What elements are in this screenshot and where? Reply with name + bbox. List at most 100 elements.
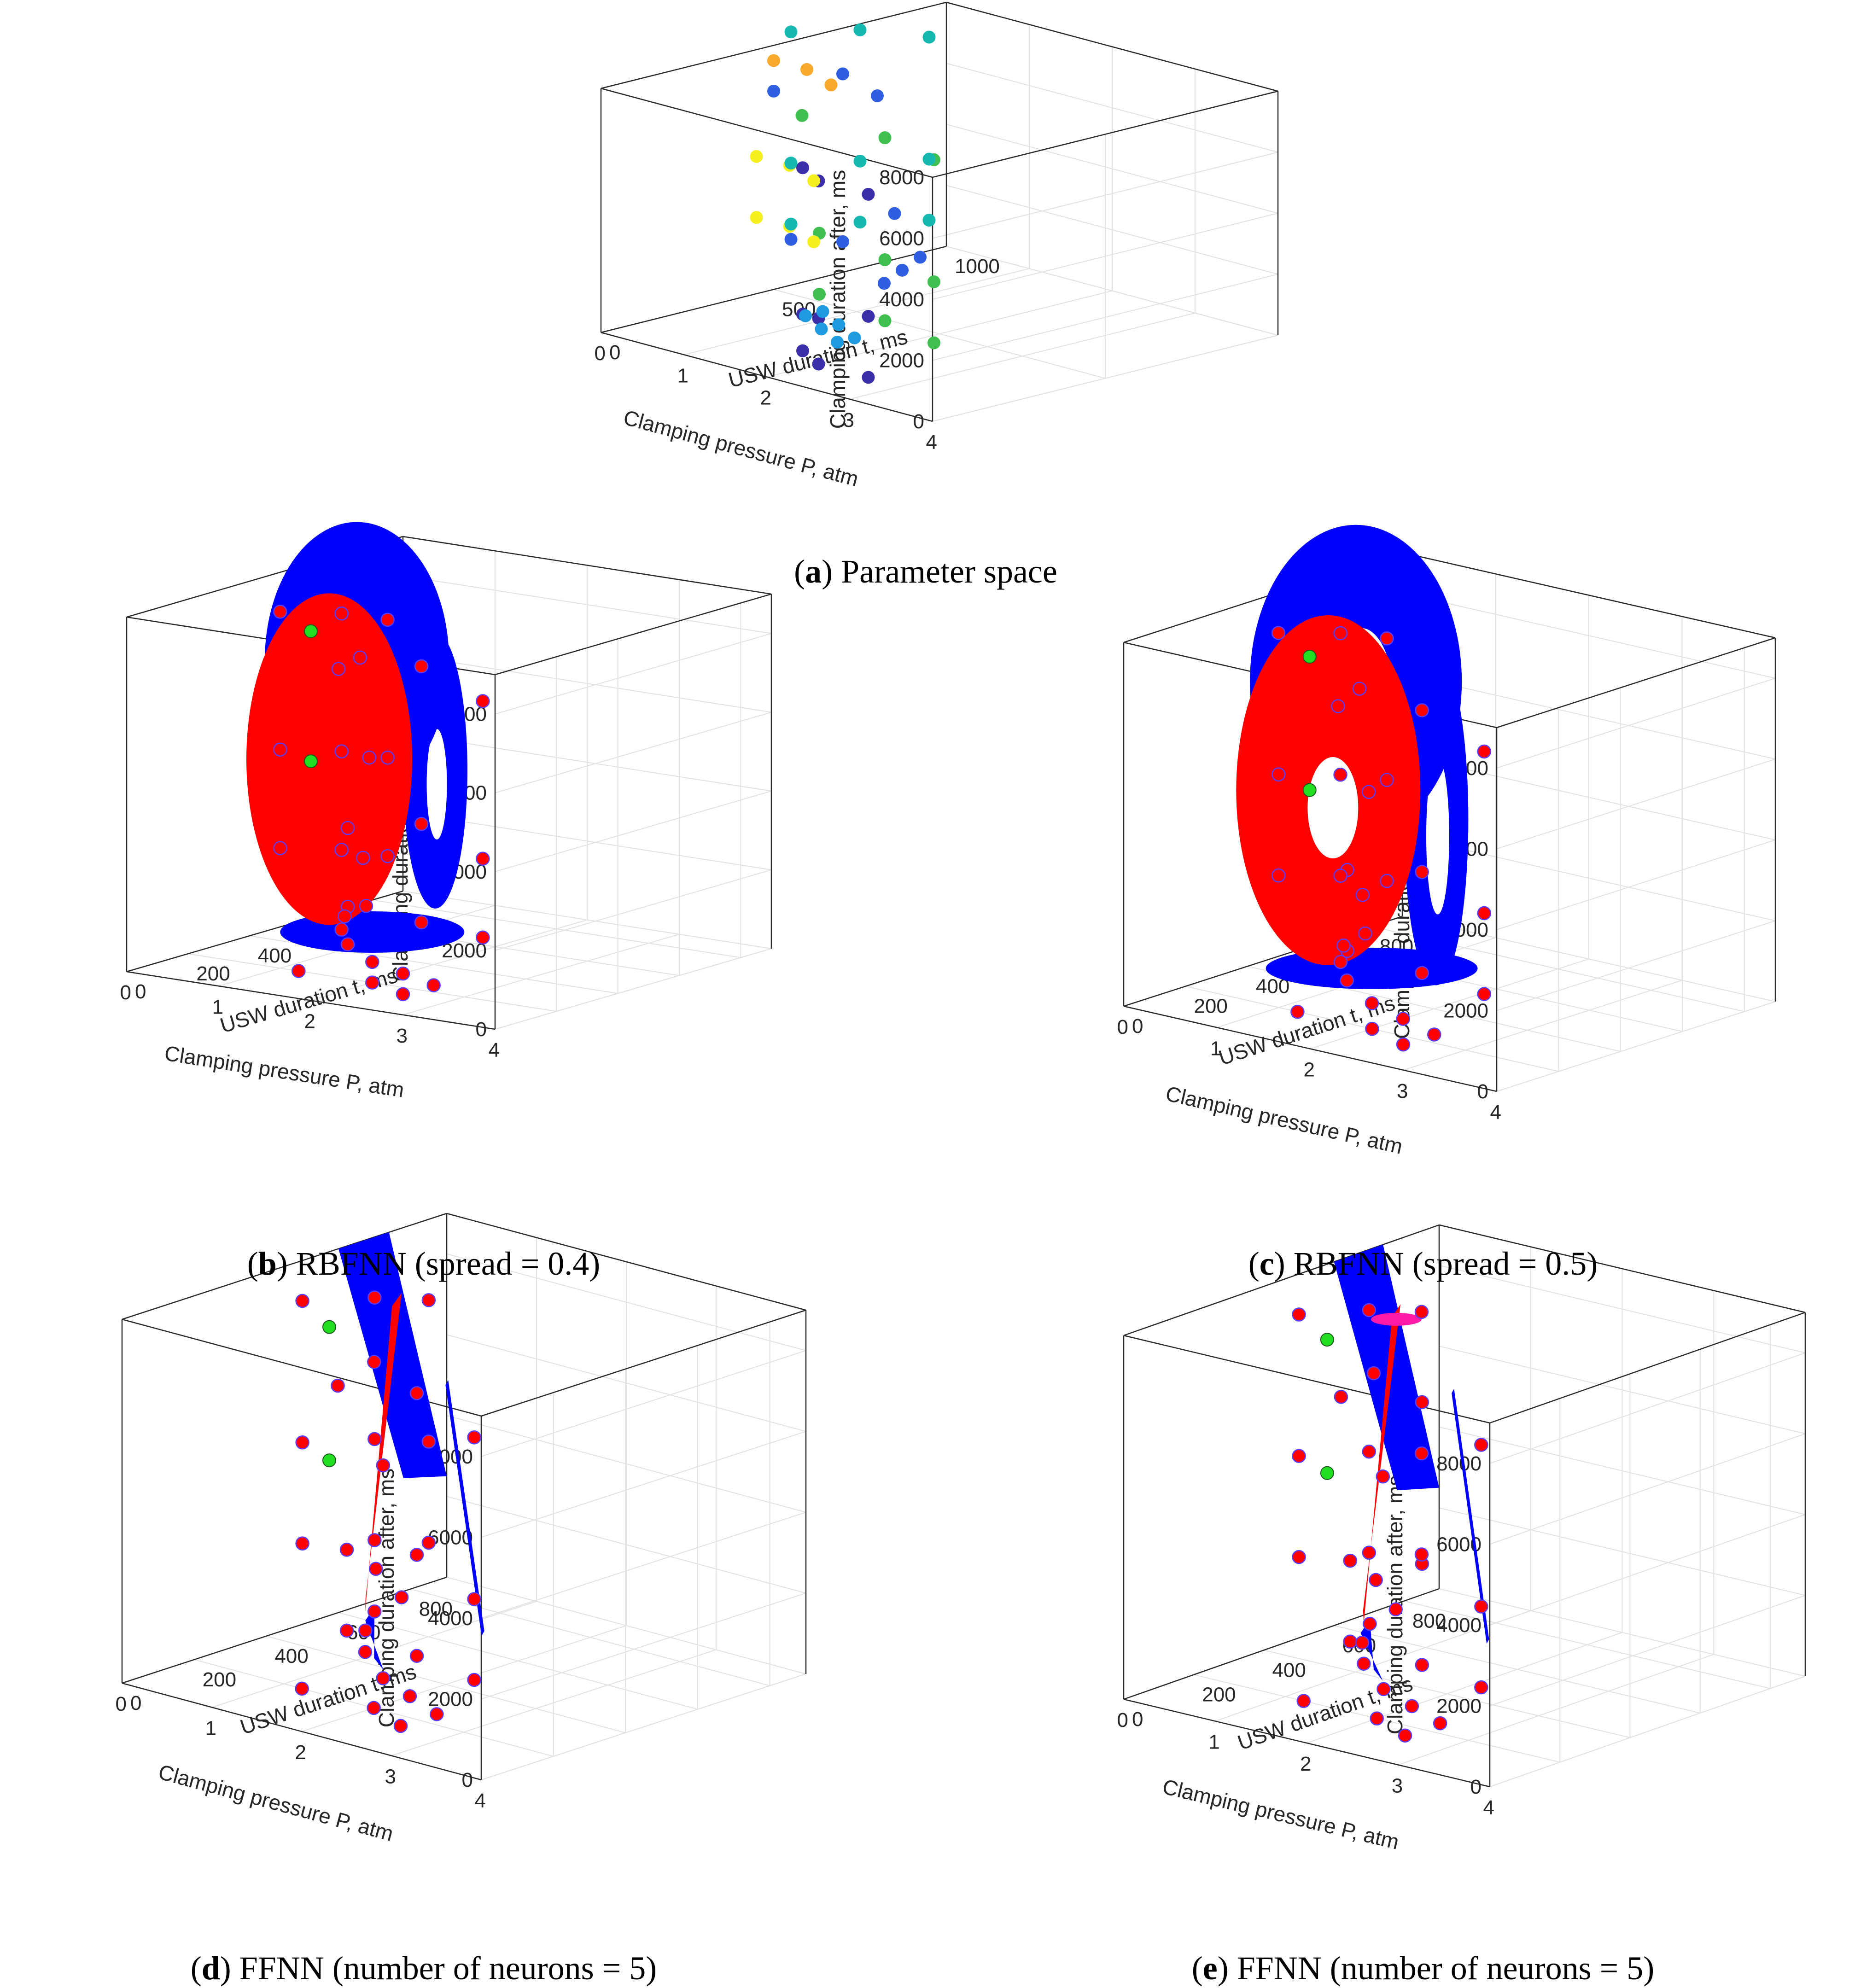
x-tick-label: 3 bbox=[1392, 1775, 1403, 1797]
training-point bbox=[1380, 874, 1394, 888]
training-point bbox=[1477, 744, 1492, 759]
training-point bbox=[380, 612, 395, 627]
training-point bbox=[421, 1434, 436, 1449]
surface-left bbox=[1452, 1388, 1489, 1644]
x-tick-label: 2 bbox=[760, 387, 771, 409]
training-point bbox=[295, 1294, 309, 1308]
data-point bbox=[813, 287, 826, 301]
training-point bbox=[409, 1386, 424, 1400]
z-tick-label: 0 bbox=[1477, 1080, 1488, 1103]
training-point bbox=[295, 1435, 309, 1450]
training-point bbox=[365, 975, 379, 990]
training-point bbox=[1292, 1550, 1306, 1564]
data-point bbox=[784, 25, 798, 39]
grid bbox=[601, 2, 1278, 422]
panel-a-parameter-space: 012340500100002000400060008000Clamping p… bbox=[595, 1, 1279, 491]
surface-top-edge bbox=[1371, 1312, 1422, 1326]
highlight-point bbox=[1320, 1466, 1334, 1480]
x-tick-label: 4 bbox=[489, 1039, 500, 1061]
axes-box bbox=[121, 1213, 807, 1781]
highlight-point bbox=[1302, 783, 1317, 797]
training-point bbox=[367, 1432, 382, 1446]
training-point bbox=[340, 821, 355, 835]
training-point bbox=[1363, 1616, 1377, 1631]
data-point bbox=[922, 30, 936, 44]
x-tick-label: 1 bbox=[677, 364, 688, 387]
training-point bbox=[295, 1681, 309, 1696]
training-point bbox=[1474, 1680, 1488, 1695]
panel-c-rbfnn-spread-05: 01234020040060080002000400060008000Clamp… bbox=[1117, 525, 1776, 1159]
training-point bbox=[476, 851, 490, 866]
training-point bbox=[1292, 1449, 1306, 1463]
training-point bbox=[338, 909, 352, 924]
z-axis-label: Clamping duration after, ms bbox=[826, 170, 850, 429]
training-point bbox=[1365, 1021, 1379, 1036]
x-tick-label: 2 bbox=[1304, 1059, 1315, 1081]
caption-a: (a) Parameter space bbox=[794, 553, 1057, 590]
training-point bbox=[414, 915, 429, 930]
data-point bbox=[750, 211, 763, 224]
training-point bbox=[1331, 699, 1345, 713]
caption-c: (c) RBFNN (spread = 0.5) bbox=[1248, 1245, 1598, 1282]
training-point bbox=[1355, 1635, 1370, 1650]
data-point bbox=[914, 251, 927, 264]
x-tick-label: 0 bbox=[120, 981, 131, 1004]
z-tick-label: 8000 bbox=[879, 166, 924, 189]
y-tick-label: 0 bbox=[1132, 1708, 1143, 1731]
training-point bbox=[409, 1649, 424, 1663]
z-tick-label: 2000 bbox=[1443, 999, 1488, 1022]
data-point bbox=[796, 344, 809, 357]
training-points bbox=[295, 1290, 481, 1733]
training-point bbox=[1477, 987, 1492, 1001]
training-point bbox=[334, 744, 349, 758]
training-point bbox=[1376, 1469, 1390, 1484]
data-point bbox=[927, 336, 940, 350]
x-tick-label: 4 bbox=[926, 431, 937, 454]
data-point bbox=[800, 63, 813, 76]
y-tick-label: 0 bbox=[609, 341, 620, 364]
training-point bbox=[1474, 1438, 1488, 1452]
training-point bbox=[380, 751, 395, 765]
data-point bbox=[836, 67, 849, 81]
z-tick-label: 4000 bbox=[879, 288, 924, 311]
training-point bbox=[367, 1701, 381, 1715]
data-point bbox=[878, 253, 892, 267]
training-point bbox=[1271, 868, 1286, 883]
training-point bbox=[1358, 926, 1372, 941]
data-point bbox=[927, 275, 940, 288]
training-point bbox=[1415, 1658, 1429, 1672]
z-tick-label: 0 bbox=[476, 1018, 487, 1041]
y-tick-label: 0 bbox=[1132, 1015, 1143, 1038]
y-tick-label: 1000 bbox=[955, 255, 1000, 278]
training-point bbox=[1357, 1656, 1371, 1671]
training-point bbox=[362, 750, 376, 765]
training-point bbox=[1415, 966, 1429, 980]
data-point bbox=[795, 109, 809, 122]
training-point bbox=[1366, 1366, 1381, 1381]
training-points bbox=[273, 605, 490, 1002]
training-point bbox=[1334, 1390, 1348, 1404]
training-point bbox=[1296, 1694, 1311, 1708]
x-tick-label: 2 bbox=[1300, 1753, 1311, 1775]
x-tick-label: 4 bbox=[475, 1790, 486, 1812]
y-tick-label: 800 bbox=[1412, 1610, 1446, 1632]
training-point bbox=[367, 1355, 381, 1369]
z-tick-label: 0 bbox=[1470, 1776, 1482, 1798]
data-point bbox=[836, 235, 849, 248]
panel-b-rbfnn-spread-04: 01234020040060080002000400060008000Clamp… bbox=[120, 522, 772, 1102]
training-point bbox=[292, 964, 306, 978]
grid bbox=[1123, 1225, 1806, 1787]
data-point bbox=[878, 131, 892, 145]
training-point bbox=[1396, 1012, 1410, 1026]
training-point bbox=[380, 849, 395, 863]
training-point bbox=[1398, 1728, 1412, 1743]
training-point bbox=[1290, 1004, 1305, 1019]
training-point bbox=[1271, 626, 1286, 640]
training-point bbox=[421, 1535, 436, 1550]
surface-center bbox=[1236, 615, 1421, 965]
highlight-point bbox=[322, 1453, 336, 1468]
training-point bbox=[334, 843, 349, 857]
training-point bbox=[1271, 767, 1286, 781]
z-tick-label: 6000 bbox=[879, 227, 924, 250]
